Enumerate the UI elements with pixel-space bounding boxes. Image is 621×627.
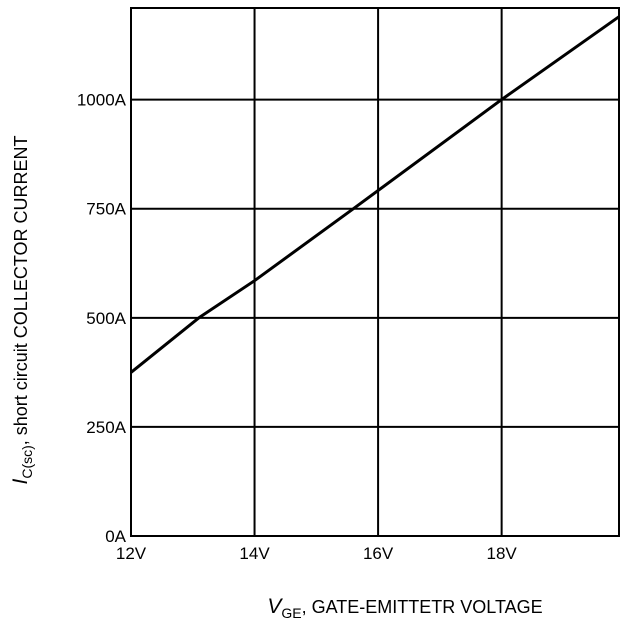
y-axis-label-text: , short circuit COLLECTOR CURRENT [11, 135, 31, 445]
y-tick-label: 1000A [77, 91, 127, 110]
y-tick-label: 250A [86, 418, 126, 437]
y-axis-label-group: IC(sc), short circuit COLLECTOR CURRENT [9, 135, 35, 484]
series-line [130, 15, 620, 374]
y-tick-label: 750A [86, 200, 126, 219]
y-tick-label: 500A [86, 309, 126, 328]
x-tick-labels: 12V 14V 16V 18V [116, 544, 518, 563]
y-tick-labels: 0A 250A 500A 750A 1000A [77, 91, 127, 546]
x-axis-label-symbol: V [267, 595, 283, 618]
x-tick-label: 18V [487, 544, 518, 563]
x-axis-label: VGE, GATE-EMITTETR VOLTAGE [267, 595, 542, 621]
y-axis-label-symbol: I [9, 479, 32, 485]
grid-lines [131, 8, 619, 536]
y-axis-label-subscript: C(sc) [19, 445, 35, 478]
y-tick-label: 0A [105, 527, 126, 546]
series-group [130, 15, 620, 374]
plot-frame [130, 7, 620, 537]
x-tick-label: 12V [116, 544, 147, 563]
x-tick-label: 16V [363, 544, 394, 563]
x-axis-label-text: , GATE-EMITTETR VOLTAGE [302, 597, 543, 617]
x-axis-label-subscript: GE [281, 605, 301, 621]
x-tick-label: 14V [239, 544, 270, 563]
y-axis-label: IC(sc), short circuit COLLECTOR CURRENT [9, 135, 35, 484]
